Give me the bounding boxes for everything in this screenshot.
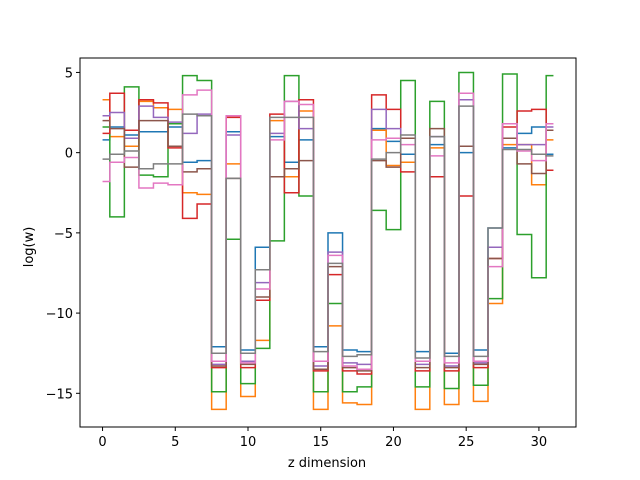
x-axis-label: z dimension — [288, 456, 366, 471]
y-axis: 5 0 −5 −10 −15 — [46, 66, 80, 402]
x-tick-label: 10 — [240, 435, 257, 450]
x-tick-label: 20 — [385, 435, 402, 450]
series-layer — [102, 71, 554, 411]
series-line-8 — [102, 105, 554, 359]
y-tick-label: −15 — [46, 387, 73, 402]
y-tick-label: 5 — [65, 66, 73, 81]
y-tick-label: −5 — [54, 227, 73, 242]
x-tick-label: 25 — [458, 435, 475, 450]
x-tick-label: 30 — [531, 435, 548, 450]
axes-frame — [79, 57, 577, 428]
x-tick-label: 5 — [171, 435, 179, 450]
x-tick-label: 15 — [312, 435, 329, 450]
x-tick-label: 0 — [98, 435, 106, 450]
x-axis: 0 5 10 15 20 25 30 — [98, 427, 547, 450]
y-tick-label: 0 — [65, 147, 73, 162]
y-axis-label: log(w) — [22, 227, 37, 268]
y-tick-label: −10 — [46, 307, 73, 322]
